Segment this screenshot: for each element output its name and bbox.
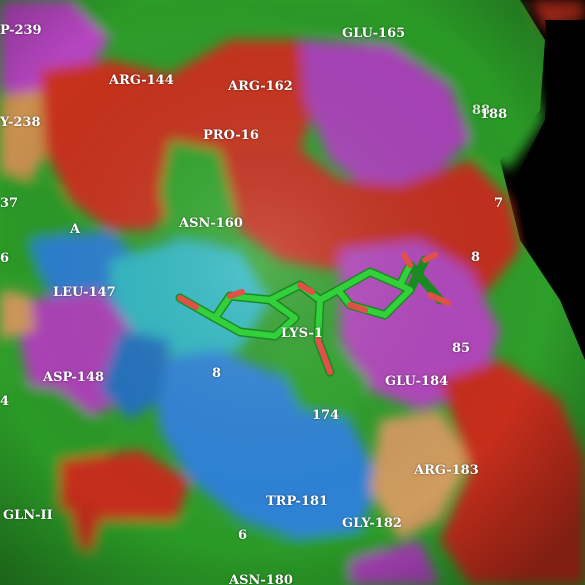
residue-label-85: 85 [452, 341, 471, 356]
void-right [515, 20, 585, 330]
residue-label-7: 7 [494, 196, 504, 211]
residue-label-p239: P-239 [0, 23, 42, 38]
residue-label-a: A [70, 222, 81, 237]
residue-label-37: 37 [0, 196, 19, 211]
residue-label-pro16: PRO-16 [203, 128, 259, 143]
residue-label-glu165: GLU-165 [342, 26, 406, 41]
residue-label-4: 4 [0, 394, 10, 409]
residue-label-asp148: ASP-148 [43, 370, 105, 385]
residue-label-188: 188 [480, 107, 508, 122]
residue-label-leu147: LEU-147 [53, 285, 116, 300]
residue-label-gly182: GLY-182 [342, 516, 402, 531]
residue-label-6: 6 [0, 251, 10, 266]
residue-label-arg183: ARG-183 [414, 463, 479, 478]
residue-label-8b: 8 [212, 366, 222, 381]
residue-label-8: 8 [471, 250, 481, 265]
residue-label-trp181: TRP-181 [266, 494, 329, 509]
residue-label-y238: Y-238 [0, 115, 41, 130]
residue-label-6b: 6 [238, 528, 248, 543]
residue-label-glnii: GLN-II [3, 508, 53, 523]
residue-label-arg162: ARG-162 [228, 79, 293, 94]
residue-label-88: 88 [472, 103, 491, 118]
residue-label-lys1: LYS-1 [281, 326, 323, 341]
residue-label-glu184: GLU-184 [385, 374, 449, 389]
residue-label-asn180: ASN-180 [229, 573, 293, 585]
ligand-stick-model [175, 252, 451, 377]
residue-label-asn160: ASN-160 [179, 216, 243, 231]
residue-label-174: 174 [312, 408, 340, 423]
residue-label-arg144: ARG-144 [109, 73, 174, 88]
